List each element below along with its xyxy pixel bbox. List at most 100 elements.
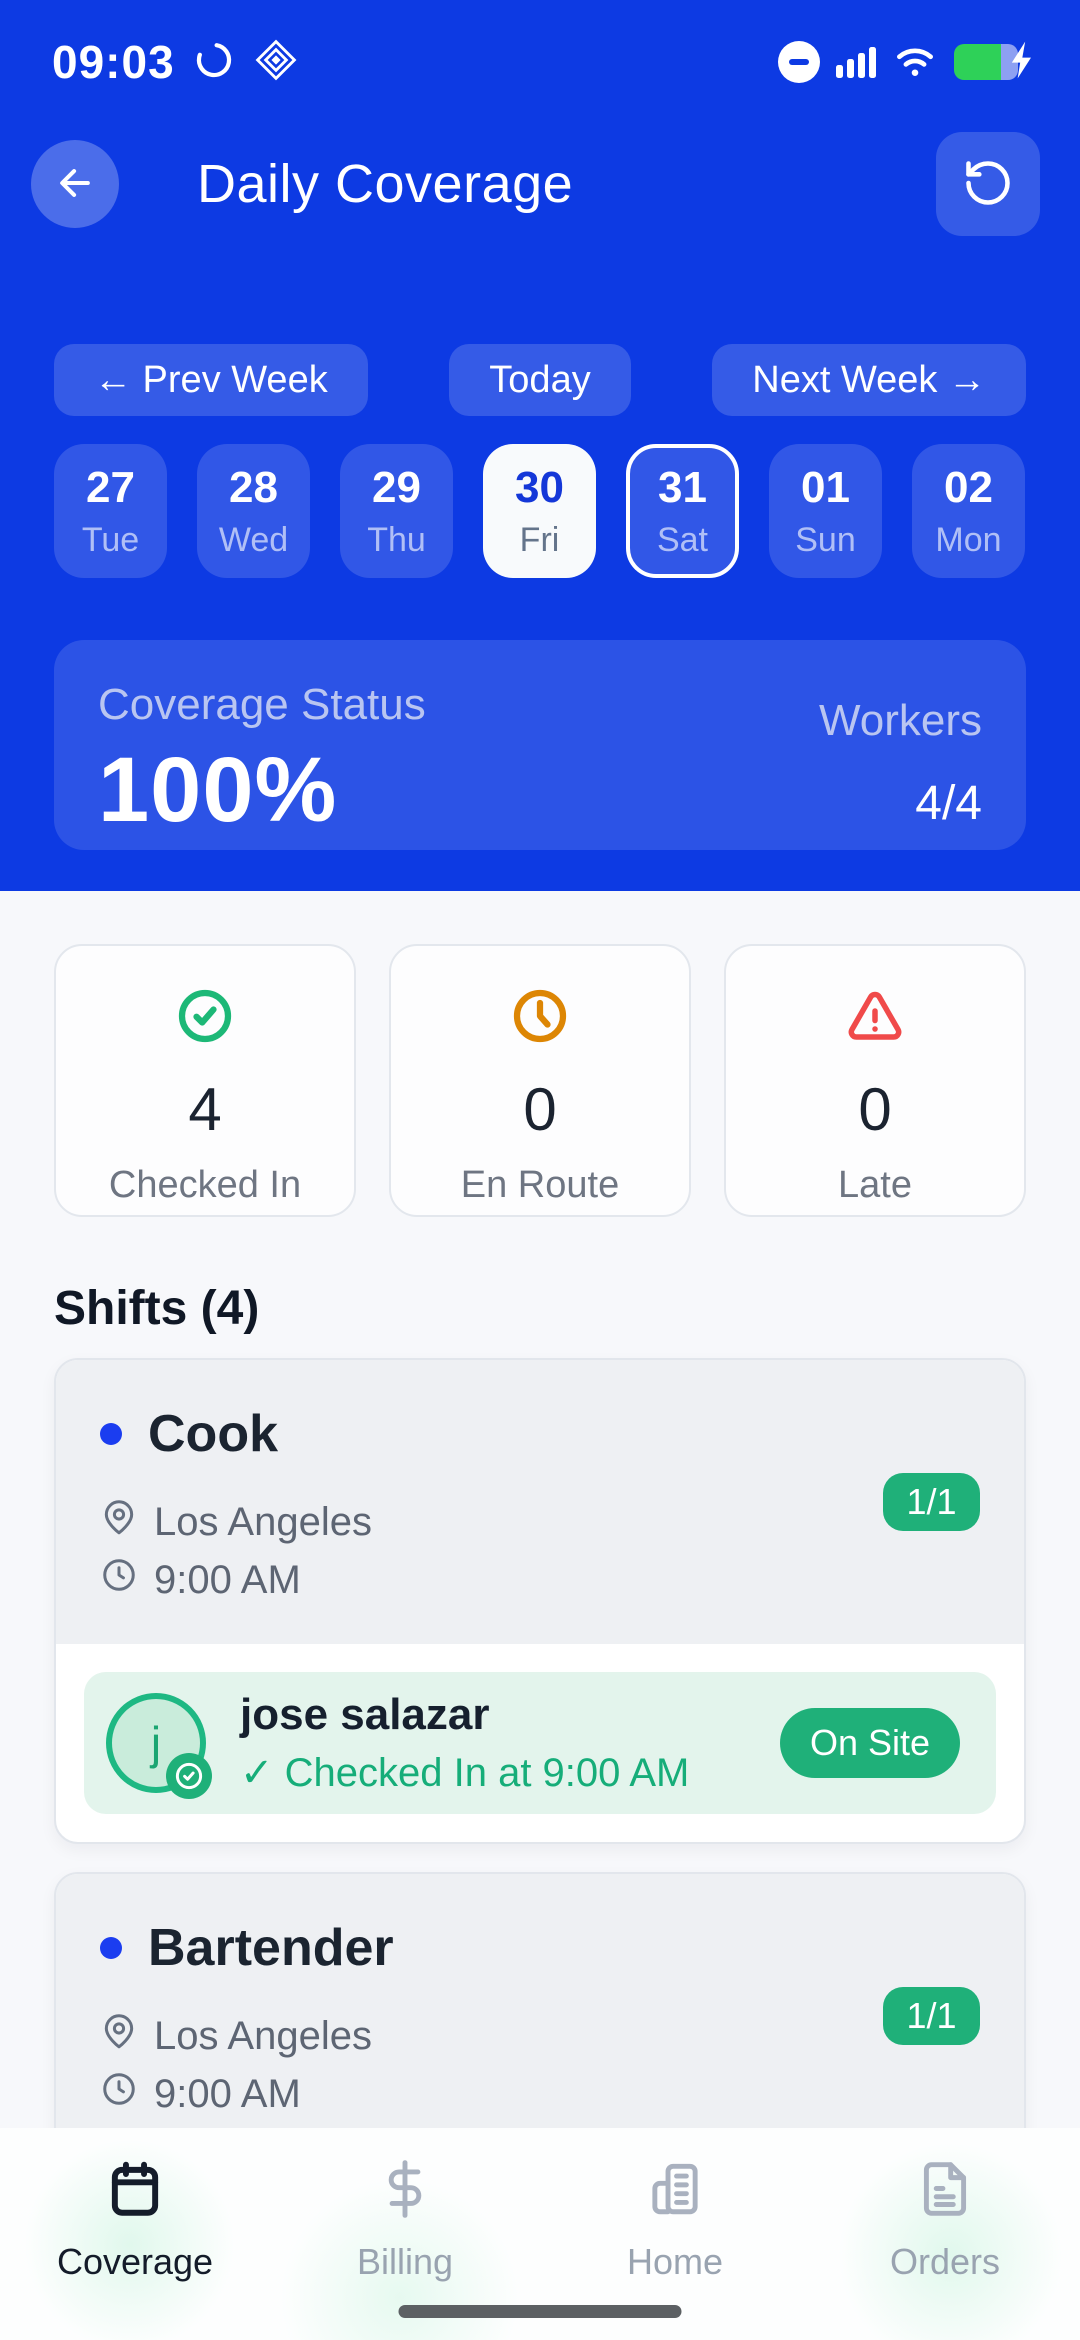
stat-card-late: 0 Late	[724, 944, 1026, 1217]
shift-title: Cook	[148, 1405, 278, 1463]
check-circle-icon	[175, 986, 235, 1051]
bottom-navigation: Coverage Billing	[0, 2128, 1080, 2340]
nav-item-orders[interactable]: Orders	[810, 2158, 1080, 2283]
worker-avatar: j	[106, 1693, 212, 1799]
shift-dot-icon	[100, 1937, 122, 1959]
shift-start-time: 9:00 AM	[154, 1557, 301, 1602]
shift-header: Cook Los Angeles	[56, 1360, 1024, 1644]
on-site-badge: On Site	[779, 1708, 960, 1778]
signal-strength-icon	[836, 46, 876, 78]
shift-filled-badge: 1/1	[883, 1473, 980, 1531]
en-route-label: En Route	[460, 1164, 620, 1206]
date-number: 31	[658, 462, 707, 512]
checked-in-count: 4	[188, 1076, 222, 1143]
coverage-percent-value: 100%	[98, 739, 338, 841]
date-weekday: Wed	[218, 520, 289, 559]
shift-card-cook[interactable]: Cook Los Angeles	[54, 1358, 1026, 1844]
date-number: 02	[944, 462, 993, 512]
building-icon	[644, 2158, 706, 2223]
date-chip-28-wed[interactable]: 28 Wed	[197, 444, 310, 578]
shift-title: Bartender	[148, 1919, 394, 1977]
late-label: Late	[838, 1164, 912, 1206]
prev-week-button[interactable]: ← Prev Week	[54, 344, 368, 416]
nav-item-home[interactable]: Home	[540, 2158, 810, 2283]
clock-icon	[100, 1556, 138, 1604]
stat-card-en-route: 0 En Route	[389, 944, 691, 1217]
nav-label: Billing	[356, 2241, 454, 2282]
stats-row: 4 Checked In 0 En Route	[54, 944, 1026, 1217]
shift-meta: Los Angeles 9:00 AM	[100, 2012, 980, 2118]
do-not-disturb-icon	[778, 41, 820, 83]
hero-section: 09:03	[0, 0, 1080, 891]
shift-filled-badge: 1/1	[883, 1987, 980, 2045]
shift-location: Los Angeles	[154, 2013, 372, 2058]
shift-body: j jose salazar ✓ Checked In at 9:00 AM O…	[56, 1644, 1024, 1842]
worker-checkin-status: ✓ Checked In at 9:00 AM	[240, 1751, 690, 1795]
coverage-status-card: Coverage Status 100% Workers 4/4	[54, 640, 1026, 850]
date-chip-30-fri-selected[interactable]: 30 Fri	[483, 444, 596, 578]
date-number: 28	[229, 462, 278, 512]
shift-location-row: Los Angeles	[100, 2012, 980, 2060]
home-indicator[interactable]	[398, 2305, 682, 2318]
date-weekday: Tue	[81, 520, 140, 559]
date-chip-02-mon[interactable]: 02 Mon	[912, 444, 1025, 578]
status-bar-left: 09:03	[52, 35, 299, 89]
charging-bolt-icon	[1006, 40, 1036, 85]
worker-info: jose salazar ✓ Checked In at 9:00 AM	[240, 1690, 746, 1796]
clock-icon	[100, 2070, 138, 2118]
today-button[interactable]: Today	[449, 344, 631, 416]
map-pin-icon	[100, 1498, 138, 1546]
app-header: Daily Coverage	[0, 132, 1080, 236]
date-weekday: Sat	[656, 520, 709, 559]
shift-time-row: 9:00 AM	[100, 2070, 980, 2118]
date-number: 29	[372, 462, 421, 512]
shift-location-row: Los Angeles	[100, 1498, 980, 1546]
shift-meta: Los Angeles 9:00 AM	[100, 1498, 980, 1604]
status-time: 09:03	[52, 36, 175, 88]
date-chip-29-thu[interactable]: 29 Thu	[340, 444, 453, 578]
date-weekday: Sun	[795, 520, 856, 559]
status-bar-right	[778, 40, 1036, 85]
shift-title-row: Bartender	[100, 1918, 980, 1978]
next-week-button[interactable]: Next Week →	[712, 344, 1026, 416]
back-button[interactable]	[31, 140, 119, 228]
workers-value: 4/4	[915, 777, 982, 830]
coverage-workers-right: Workers 4/4	[819, 680, 982, 830]
main-content: 4 Checked In 0 En Route	[0, 944, 1080, 2216]
status-bar: 09:03	[0, 0, 1080, 94]
date-picker: 27 Tue 28 Wed 29 Thu 30 Fri 31 Sat 01 Su…	[0, 444, 1080, 578]
worker-name: jose salazar	[240, 1690, 490, 1739]
nav-label: Home	[626, 2241, 724, 2282]
page-title: Daily Coverage	[197, 154, 574, 214]
nav-item-coverage[interactable]: Coverage	[0, 2158, 270, 2283]
date-number: 27	[86, 462, 135, 512]
refresh-icon	[962, 157, 1014, 212]
document-icon	[914, 2158, 976, 2223]
date-number: 01	[801, 462, 850, 512]
shifts-heading: Shifts (4)	[54, 1282, 260, 1335]
date-weekday: Thu	[367, 520, 426, 559]
checked-in-badge-icon	[166, 1753, 212, 1799]
coverage-status-left: Coverage Status 100%	[98, 680, 426, 841]
arrow-left-icon	[53, 161, 97, 208]
refresh-button[interactable]	[936, 132, 1040, 236]
spinner-icon	[193, 39, 235, 86]
wifi-icon	[892, 40, 938, 85]
date-chip-01-sun[interactable]: 01 Sun	[769, 444, 882, 578]
battery-icon	[954, 40, 1036, 85]
worker-row-jose-salazar[interactable]: j jose salazar ✓ Checked In at 9:00 AM O…	[84, 1672, 996, 1814]
dollar-icon	[374, 2158, 436, 2223]
nav-label: Coverage	[56, 2241, 214, 2282]
date-weekday: Fri	[519, 520, 560, 559]
avatar-initial: j	[150, 1717, 162, 1769]
shift-title-row: Cook	[100, 1404, 980, 1464]
date-chip-27-tue[interactable]: 27 Tue	[54, 444, 167, 578]
gem-icon	[253, 37, 299, 88]
date-chip-31-sat-outlined[interactable]: 31 Sat	[626, 444, 739, 578]
date-number: 30	[515, 462, 564, 512]
nav-item-billing[interactable]: Billing	[270, 2158, 540, 2283]
date-weekday: Mon	[935, 520, 1002, 559]
shift-time-row: 9:00 AM	[100, 1556, 980, 1604]
nav-items: Coverage Billing	[0, 2128, 1080, 2283]
shift-header: Bartender Los Angeles	[56, 1874, 1024, 2158]
